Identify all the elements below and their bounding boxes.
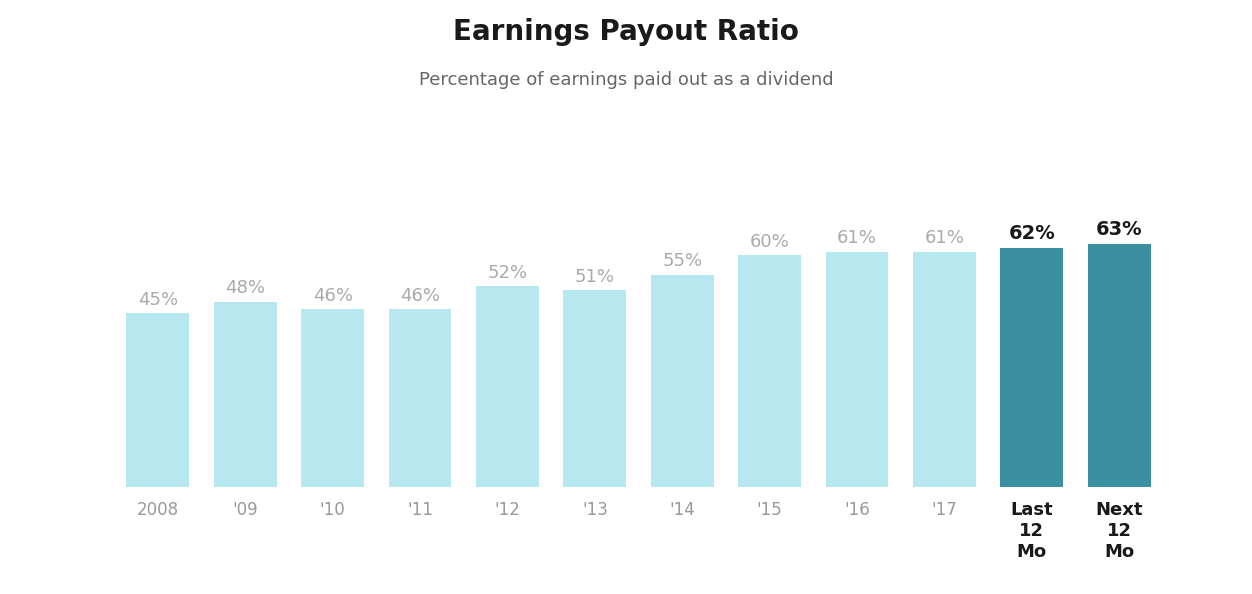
Bar: [825, 252, 889, 487]
Text: 45%: 45%: [138, 290, 178, 309]
Text: 46%: 46%: [399, 287, 439, 305]
Text: 55%: 55%: [662, 252, 702, 270]
Bar: [1088, 244, 1151, 487]
Text: Percentage of earnings paid out as a dividend: Percentage of earnings paid out as a div…: [418, 71, 834, 89]
Bar: [388, 309, 452, 487]
Bar: [651, 274, 714, 487]
Bar: [1000, 248, 1063, 487]
Text: 48%: 48%: [225, 279, 265, 297]
Text: 62%: 62%: [1008, 224, 1055, 243]
Bar: [739, 255, 801, 487]
Bar: [563, 290, 626, 487]
Text: 61%: 61%: [924, 229, 964, 247]
Text: 60%: 60%: [750, 233, 790, 251]
Bar: [302, 309, 364, 487]
Text: 61%: 61%: [838, 229, 876, 247]
Text: Earnings Payout Ratio: Earnings Payout Ratio: [453, 18, 799, 46]
Bar: [126, 314, 189, 487]
Bar: [913, 252, 975, 487]
Text: 46%: 46%: [313, 287, 353, 305]
Text: 51%: 51%: [575, 267, 615, 286]
Bar: [476, 286, 538, 487]
Text: 52%: 52%: [487, 264, 527, 282]
Text: 63%: 63%: [1096, 220, 1143, 239]
Bar: [214, 302, 277, 487]
